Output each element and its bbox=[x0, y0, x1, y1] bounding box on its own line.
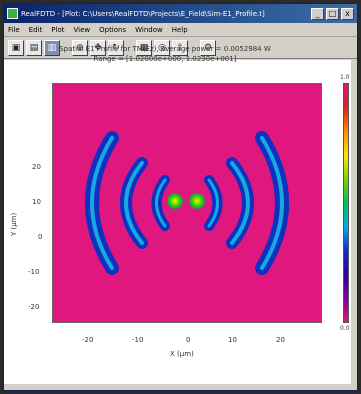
outer-lobe-right-edge bbox=[260, 136, 284, 270]
minimize-button[interactable]: _ bbox=[311, 7, 324, 20]
map-frame bbox=[52, 83, 322, 323]
mid-lobe-left-edge bbox=[124, 161, 144, 245]
mid-lobe-right-edge bbox=[230, 161, 250, 245]
menu-bar: File Edit Plot View Options Window Help bbox=[4, 23, 357, 37]
field-lobes bbox=[85, 131, 289, 275]
x-tick-2: -10 bbox=[132, 336, 144, 344]
y-tick-5: -20 bbox=[28, 303, 40, 311]
colorbar-min-label: 0.0 bbox=[340, 325, 350, 332]
settings-icon[interactable]: ⚙ bbox=[200, 39, 216, 56]
menu-window[interactable]: Window bbox=[135, 25, 163, 34]
y-tick-3: 0 bbox=[38, 233, 43, 241]
open-icon[interactable]: ▣ bbox=[8, 39, 24, 56]
zoom-icon[interactable]: ⊕ bbox=[72, 39, 88, 56]
x-tick-4: 10 bbox=[228, 336, 237, 344]
central-spot-right bbox=[189, 193, 205, 209]
central-spots bbox=[167, 193, 205, 209]
grid-icon[interactable]: ▦ bbox=[136, 39, 152, 56]
menu-file[interactable]: File bbox=[8, 25, 20, 34]
y-tick-1: 20 bbox=[32, 163, 41, 171]
title-bar[interactable]: RealFDTD - [Plot: C:\Users\RealFDTD\Proj… bbox=[4, 4, 357, 23]
x-tick-5: 20 bbox=[276, 336, 285, 344]
x-tick-1: -20 bbox=[82, 336, 94, 344]
menu-edit[interactable]: Edit bbox=[28, 25, 43, 34]
inner-lobe-left-edge bbox=[155, 178, 167, 228]
y-tick-2: 10 bbox=[32, 198, 41, 206]
menu-view[interactable]: View bbox=[73, 25, 91, 34]
field-intensity-map[interactable] bbox=[52, 83, 322, 323]
menu-options[interactable]: Options bbox=[99, 25, 127, 34]
inner-lobe-right-edge bbox=[207, 178, 219, 228]
colorbar bbox=[343, 83, 349, 323]
x-axis-label: X (μm) bbox=[170, 350, 194, 358]
app-icon bbox=[7, 8, 18, 19]
toolbar: ▣ ▤ ▥ ⊕ ✥ ↻ ▦ ◎ ⇪ ⚙ bbox=[4, 37, 357, 59]
close-button[interactable]: x bbox=[341, 7, 354, 20]
y-tick-4: -10 bbox=[28, 268, 40, 276]
print-icon[interactable]: ▥ bbox=[44, 39, 60, 56]
window-title: RealFDTD - [Plot: C:\Users\RealFDTD\Proj… bbox=[21, 9, 265, 18]
save-icon[interactable]: ▤ bbox=[26, 39, 42, 56]
x-tick-3: 0 bbox=[186, 336, 191, 344]
menu-help[interactable]: Help bbox=[171, 25, 188, 34]
contour-icon[interactable]: ◎ bbox=[154, 39, 170, 56]
central-spot-left bbox=[167, 193, 183, 209]
plot-title-line2: Range = [1.02000e+000, 1.0230e+001] bbox=[93, 55, 237, 63]
plot-title-line1: Spatial E1 Profile for TM(Ez), Average p… bbox=[59, 45, 271, 53]
pan-icon[interactable]: ✥ bbox=[90, 39, 106, 56]
menu-plot[interactable]: Plot bbox=[51, 25, 65, 34]
outer-lobe-left-edge bbox=[90, 136, 114, 270]
colorbar-max-label: 1.0 bbox=[340, 74, 350, 81]
rotate-icon[interactable]: ↻ bbox=[108, 39, 124, 56]
export-icon[interactable]: ⇪ bbox=[172, 39, 188, 56]
y-axis-label: Y (μm) bbox=[10, 212, 18, 236]
maximize-button[interactable]: □ bbox=[326, 7, 339, 20]
plot-title: Spatial E1 Profile for TM(Ez), Average p… bbox=[0, 44, 330, 64]
